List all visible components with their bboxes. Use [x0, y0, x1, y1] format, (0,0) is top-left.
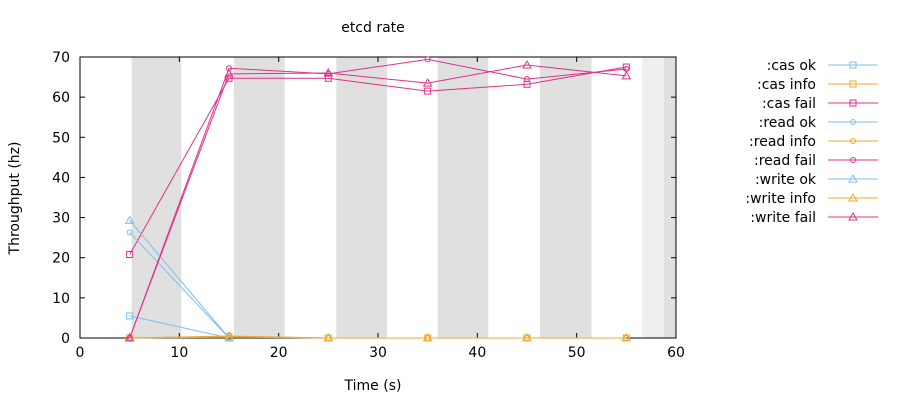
legend-label: :read info [749, 134, 816, 150]
data-point [126, 251, 134, 259]
shaded-interval-6 [664, 57, 676, 338]
series-write-ok [124, 215, 234, 342]
x-tick-label: 0 [76, 345, 85, 361]
series-write-fail [124, 60, 632, 342]
legend-marker [849, 61, 857, 69]
axis-ticks: 0 10 20 30 40 50 60 0 10 20 30 40 50 60 70 [52, 50, 685, 361]
x-tick-label: 60 [667, 345, 685, 361]
y-tick-label: 30 [52, 211, 70, 227]
data-point [323, 68, 334, 77]
series-cas-fail [126, 63, 630, 259]
data-series [124, 56, 632, 342]
legend-label: :cas fail [762, 96, 816, 112]
x-tick-label: 50 [568, 345, 586, 361]
data-point [522, 60, 532, 69]
data-point [522, 332, 532, 342]
series-line [129, 232, 230, 339]
y-tick-label: 10 [52, 291, 70, 307]
y-tick-label: 50 [52, 130, 70, 146]
data-point [621, 70, 632, 80]
series-line [129, 315, 230, 339]
legend-label: :write info [745, 191, 816, 207]
series-line [129, 220, 230, 339]
legend-label: :cas ok [767, 58, 817, 74]
data-point [621, 332, 632, 342]
data-point [422, 332, 433, 342]
legend-label: :read ok [759, 115, 817, 131]
series-line [129, 64, 627, 339]
data-point [422, 78, 433, 87]
series-line [129, 335, 627, 339]
chart-title: etcd rate [341, 20, 405, 36]
shaded-interval-1 [233, 57, 285, 338]
y-axis-label: Throughput (hz) [7, 142, 23, 256]
data-point [124, 332, 135, 342]
data-point [424, 87, 432, 95]
legend-marker [850, 157, 856, 163]
shaded-interval-4 [539, 57, 592, 338]
legend-label: :write ok [755, 172, 817, 188]
legend-marker [848, 211, 858, 221]
legend-marker [849, 80, 857, 88]
data-point [224, 330, 234, 340]
legend-marker [849, 99, 857, 107]
series-write-info [124, 330, 632, 342]
legend-marker [850, 119, 856, 125]
x-tick-label: 40 [468, 345, 486, 361]
data-point [224, 68, 234, 78]
legend-label: :write fail [750, 210, 816, 226]
y-tick-label: 0 [61, 331, 70, 347]
shaded-interval-0 [131, 57, 182, 338]
legend-label: :cas info [757, 77, 816, 93]
y-tick-label: 20 [52, 251, 70, 267]
data-point [224, 332, 234, 342]
data-point [323, 332, 334, 342]
shaded-intervals [131, 57, 676, 338]
legend: :cas ok :cas info :cas fail :read ok :read i… [745, 58, 878, 226]
legend-label: :read fail [754, 153, 816, 169]
series-line [129, 66, 627, 255]
data-point [622, 63, 630, 71]
data-point [126, 312, 134, 320]
data-point [126, 229, 133, 236]
shaded-interval-2 [336, 57, 387, 338]
x-tick-label: 30 [369, 345, 387, 361]
legend-marker [848, 173, 858, 183]
y-tick-label: 40 [52, 170, 70, 186]
data-point [424, 56, 431, 63]
y-tick-label: 60 [52, 90, 70, 106]
data-point [524, 76, 530, 83]
shaded-interval-3 [437, 57, 489, 338]
data-point [124, 215, 135, 224]
y-tick-label: 70 [52, 50, 70, 66]
legend-marker [848, 192, 858, 202]
series-line [129, 58, 627, 339]
data-point [324, 74, 332, 82]
shaded-interval-5 [642, 57, 665, 338]
x-axis-label: Time (s) [344, 378, 402, 394]
legend-marker [850, 138, 856, 144]
x-tick-label: 20 [270, 345, 288, 361]
x-tick-label: 10 [170, 345, 188, 361]
